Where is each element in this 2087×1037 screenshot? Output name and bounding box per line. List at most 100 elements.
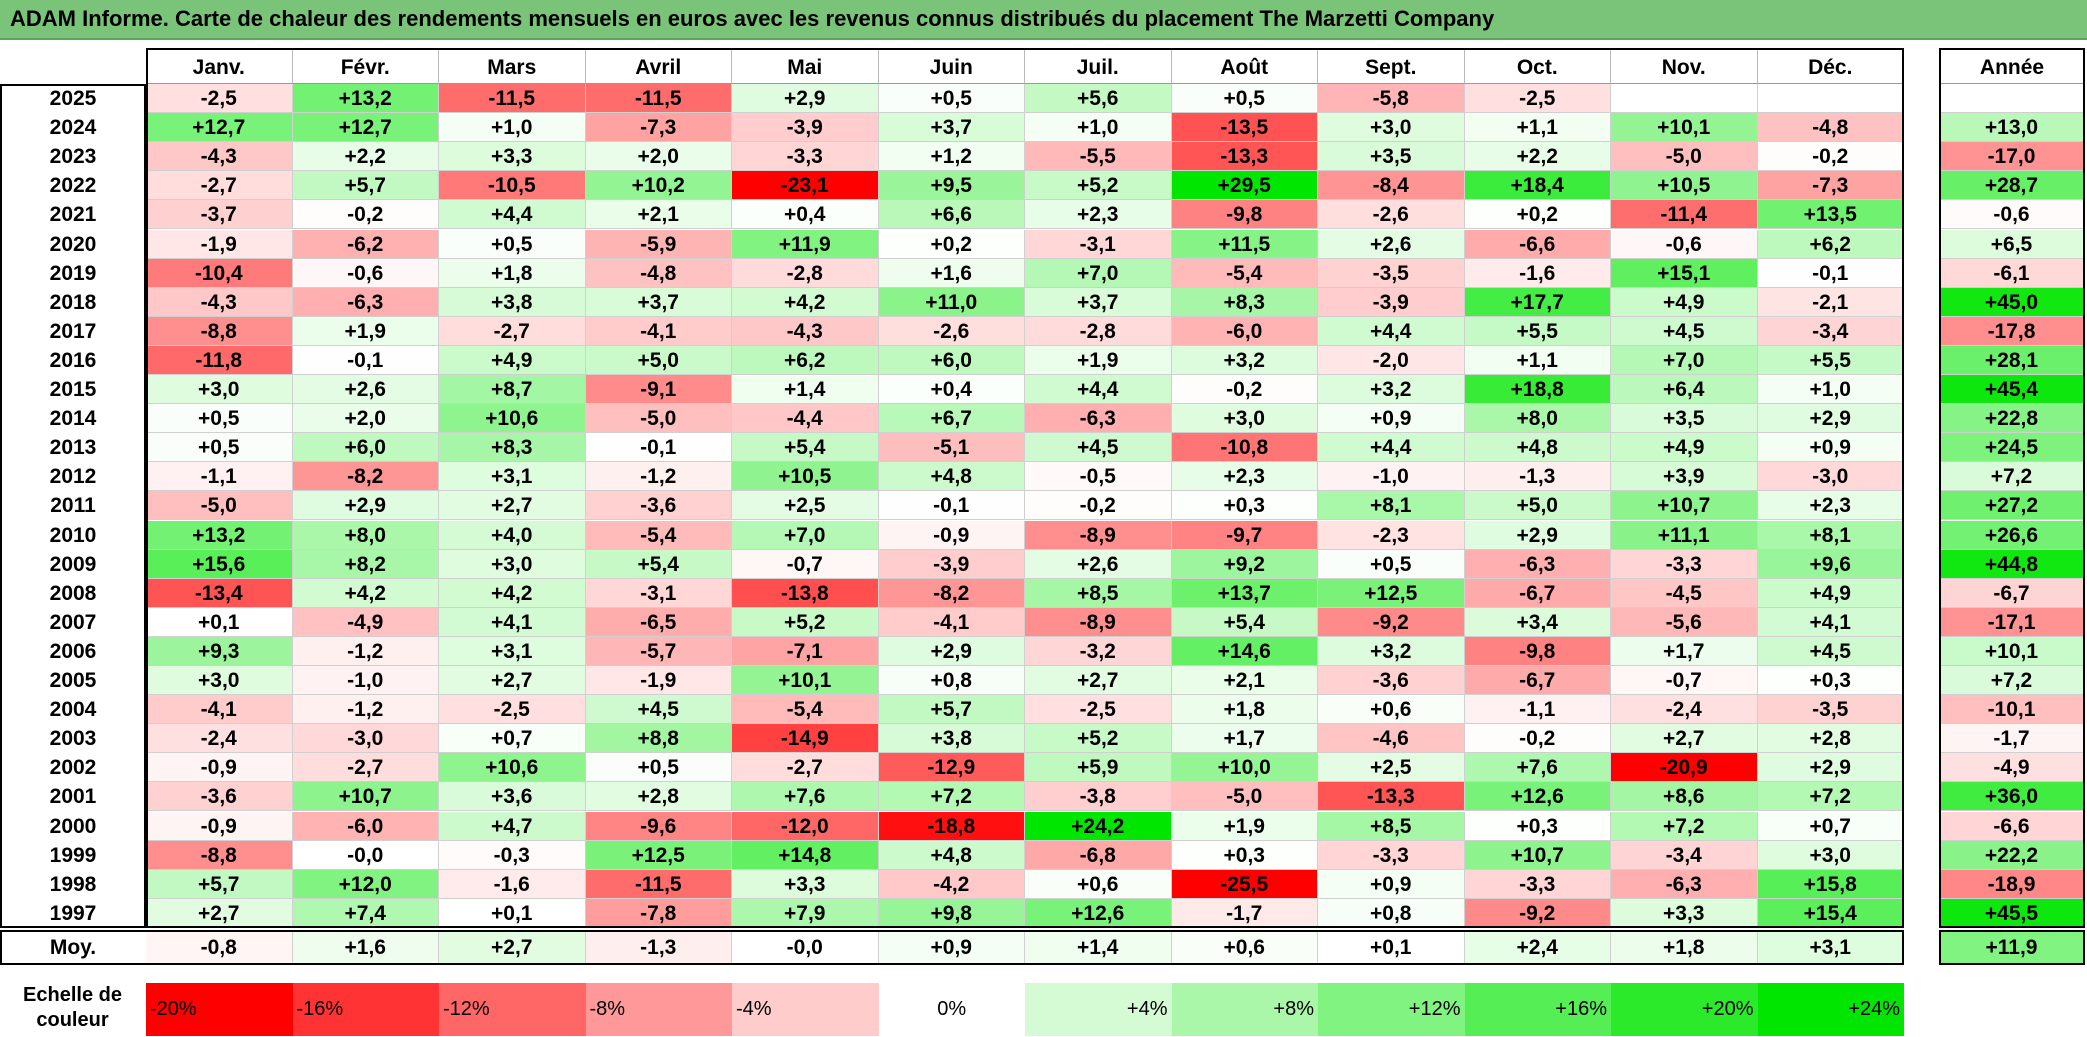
- heatmap-cell: +4,4: [1025, 375, 1172, 405]
- heatmap-cell: -8,4: [1318, 171, 1465, 201]
- heatmap-cell: -5,0: [1611, 142, 1758, 172]
- heatmap-cell: -4,1: [878, 607, 1025, 637]
- heatmap-cell: -3,8: [1025, 782, 1172, 812]
- heatmap-cell: +5,0: [1464, 491, 1611, 521]
- heatmap-cell: +3,6: [439, 782, 586, 812]
- heatmap-cell: -4,2: [878, 869, 1025, 899]
- heatmap-cell: +11,5: [1171, 229, 1318, 259]
- month-header: Août: [1171, 48, 1318, 84]
- heatmap-cell: -5,1: [878, 433, 1025, 463]
- year-label: 1998: [49, 872, 97, 896]
- year-label: 2002: [49, 756, 97, 780]
- scale-swatch: -4%: [732, 983, 879, 1036]
- scale-swatch: 0%: [878, 983, 1025, 1036]
- heatmap-cell: +15,1: [1611, 258, 1758, 288]
- heatmap-cell: +12,6: [1025, 898, 1172, 928]
- heatmap-cell: -8,9: [1025, 607, 1172, 637]
- heatmap-cell: +2,8: [585, 782, 732, 812]
- heatmap-cell: -6,0: [292, 811, 439, 841]
- heatmap-cell: -3,9: [878, 549, 1025, 579]
- heatmap-cell: +4,5: [1611, 316, 1758, 346]
- heatmap-cell: +10,1: [1611, 113, 1758, 143]
- heatmap-cell: +29,5: [1171, 171, 1318, 201]
- heatmap-cell: +9,6: [1757, 549, 1904, 579]
- annual-cell: +27,2: [1939, 491, 2085, 521]
- heatmap-cell: -4,3: [732, 316, 879, 346]
- annual-cell: -17,8: [1939, 316, 2085, 346]
- annual-cell: +44,8: [1939, 549, 2085, 579]
- heatmap-cell: -7,8: [585, 898, 732, 928]
- heatmap-cell: -4,3: [146, 142, 293, 172]
- heatmap-cell: -5,7: [585, 636, 732, 666]
- year-label: 2004: [49, 698, 97, 722]
- heatmap-cell: +2,6: [1025, 549, 1172, 579]
- year-label: 2025: [49, 87, 97, 110]
- heatmap-cell: +14,8: [732, 840, 879, 870]
- heatmap-cell: +6,0: [878, 345, 1025, 375]
- annual-cell: -6,7: [1939, 578, 2085, 608]
- annual-cell: +24,5: [1939, 433, 2085, 463]
- heatmap-cell: -6,7: [1464, 666, 1611, 696]
- annual-cell: +28,7: [1939, 171, 2085, 201]
- heatmap-cell: +5,4: [732, 433, 879, 463]
- year-label: 2000: [49, 814, 97, 838]
- average-cell: +1,8: [1611, 929, 1758, 965]
- heatmap-cell: +13,5: [1757, 200, 1904, 230]
- heatmap-cell: +2,0: [292, 404, 439, 434]
- heatmap-cell: -7,3: [1757, 171, 1904, 201]
- heatmap-cell: +8,0: [292, 520, 439, 550]
- annual-cell: +6,5: [1939, 229, 2085, 259]
- heatmap-cell: -10,4: [146, 258, 293, 288]
- heatmap-cell: -20,9: [1611, 753, 1758, 783]
- heatmap-cell: -3,6: [1318, 666, 1465, 696]
- heatmap-cell: -9,2: [1464, 898, 1611, 928]
- heatmap-cell: +8,3: [1171, 287, 1318, 317]
- heatmap-cell: +8,1: [1318, 491, 1465, 521]
- heatmap-cell: -6,5: [585, 607, 732, 637]
- annual-cell: +45,0: [1939, 287, 2085, 317]
- heatmap-cell: +2,6: [1318, 229, 1465, 259]
- annual-cell: +7,2: [1939, 666, 2085, 696]
- heatmap-cell: -0,9: [146, 753, 293, 783]
- heatmap-cell: -2,8: [732, 258, 879, 288]
- heatmap-cell: +6,2: [732, 345, 879, 375]
- scale-label: Echelle de couleur: [0, 983, 145, 1037]
- annual-cell: -10,1: [1939, 695, 2085, 725]
- heatmap-cell: +0,6: [1318, 695, 1465, 725]
- average-cell: +2,4: [1464, 929, 1611, 965]
- heatmap-cell: +1,7: [1611, 636, 1758, 666]
- heatmap-cell: +3,5: [1318, 142, 1465, 172]
- heatmap-cell: -0,3: [439, 840, 586, 870]
- heatmap-cell: -9,6: [585, 811, 732, 841]
- heatmap-cell: -6,2: [292, 229, 439, 259]
- heatmap-cell: +10,7: [1611, 491, 1758, 521]
- heatmap-cell: +2,7: [1025, 666, 1172, 696]
- month-header: Avril: [585, 48, 732, 84]
- heatmap-cell: +5,7: [146, 869, 293, 899]
- heatmap-cell: -0,9: [878, 520, 1025, 550]
- heatmap-cell: -3,9: [732, 113, 879, 143]
- heatmap-cell: +0,1: [439, 898, 586, 928]
- year-label: 2012: [49, 465, 97, 489]
- heatmap-cell: -6,0: [1171, 316, 1318, 346]
- heatmap-cell: +6,0: [292, 433, 439, 463]
- average-cell: +0,1: [1318, 929, 1465, 965]
- heatmap-cell: -9,8: [1464, 636, 1611, 666]
- heatmap-cell: +3,2: [1171, 345, 1318, 375]
- heatmap-cell: +0,3: [1464, 811, 1611, 841]
- heatmap-cell: -3,3: [732, 142, 879, 172]
- heatmap-cell: +11,0: [878, 287, 1025, 317]
- heatmap-cell: +10,6: [439, 753, 586, 783]
- heatmap-cell: +5,2: [732, 607, 879, 637]
- heatmap-cell: +0,1: [146, 607, 293, 637]
- heatmap-cell: -0,1: [1757, 258, 1904, 288]
- heatmap-cell: +12,6: [1464, 782, 1611, 812]
- heatmap-cell: -0,6: [292, 258, 439, 288]
- heatmap-cell: +5,5: [1464, 316, 1611, 346]
- heatmap-cell: -2,7: [732, 753, 879, 783]
- heatmap-cell: -3,6: [585, 491, 732, 521]
- heatmap-cell: +5,5: [1757, 345, 1904, 375]
- annual-cell: +13,0: [1939, 113, 2085, 143]
- heatmap-cell: +4,2: [732, 287, 879, 317]
- heatmap-cell: +3,0: [146, 375, 293, 405]
